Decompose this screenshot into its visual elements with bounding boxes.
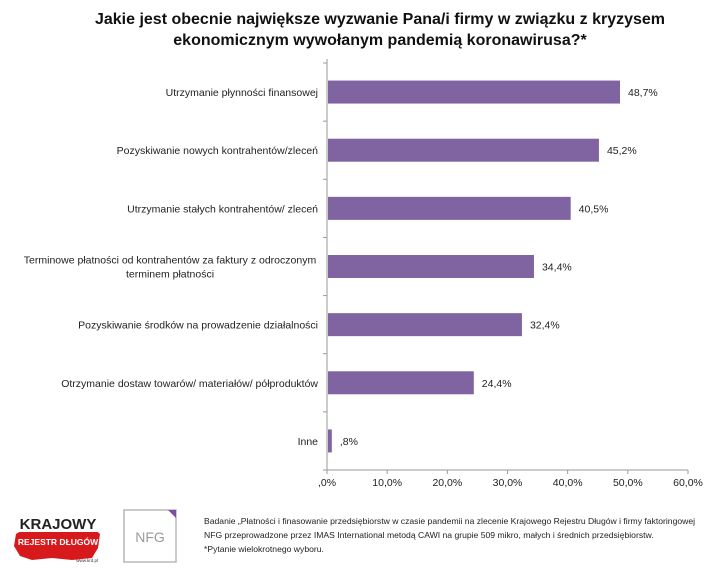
- bar: [328, 80, 621, 104]
- krd-logo-word-1: KRAJOWY: [20, 516, 97, 533]
- x-tick-label: 40,0%: [553, 477, 583, 489]
- data-label: 32,4%: [530, 320, 560, 332]
- category-label: Inne: [298, 436, 319, 448]
- category-label: terminem płatności: [126, 269, 214, 281]
- nfg-logo-accent: [168, 510, 176, 518]
- bar-chart: ,0% 10,0% 20,0% 30,0% 40,0% 50,0% 60,0% Utrzyma…: [24, 59, 703, 489]
- data-label: 45,2%: [607, 145, 637, 157]
- data-label: 40,5%: [579, 203, 609, 215]
- bar: [328, 371, 474, 395]
- category-label: Utrzymanie płynności finansowej: [166, 87, 318, 99]
- x-tick-label: 10,0%: [372, 477, 402, 489]
- category-label: Pozyskiwanie nowych kontrahentów/zleceń: [117, 145, 319, 157]
- chart-title: Jakie jest obecnie największe wyzwanie P…: [60, 9, 700, 51]
- krd-logo-top-band: [12, 516, 104, 532]
- source-note-line-3: *Pytanie wielokrotnego wyboru.: [204, 544, 324, 554]
- nfg-logo: NFG: [123, 509, 177, 563]
- x-tick-label: ,0%: [318, 477, 336, 489]
- bar: [328, 313, 522, 337]
- chart-title-line-1: Jakie jest obecnie największe wyzwanie P…: [94, 11, 666, 28]
- krd-logo-word-2: REJESTR DŁUGÓW: [18, 536, 99, 547]
- category-label: Pozyskiwanie środków na prowadzenie dzia…: [78, 320, 318, 332]
- krd-logo-map-shape: [14, 526, 100, 560]
- category-label: Utrzymanie stałych kontrahentów/ zleceń: [127, 203, 318, 215]
- source-note-line-1: Badanie „Płatności i finasowanie przedsi…: [204, 516, 696, 526]
- data-label: 48,7%: [628, 87, 658, 99]
- bar: [328, 429, 332, 453]
- category-label: Otrzymanie dostaw towarów/ materiałów/ p…: [61, 378, 318, 390]
- data-label: ,8%: [340, 436, 358, 448]
- x-tick-label: 20,0%: [432, 477, 462, 489]
- x-tick-label: 30,0%: [493, 477, 523, 489]
- krd-logo-url: www.krd.pl: [76, 558, 98, 563]
- nfg-logo-text: NFG: [135, 529, 165, 545]
- data-label: 24,4%: [482, 378, 512, 390]
- source-note-line-2: NFG przeprowadzone przez IMAS Internatio…: [204, 530, 654, 540]
- x-tick-label: 60,0%: [673, 477, 703, 489]
- source-note: Badanie „Płatności i finasowanie przedsi…: [204, 514, 712, 556]
- krd-logo: KRAJOWY REJESTR DŁUGÓW www.krd.pl: [12, 516, 104, 563]
- x-tick-label: 50,0%: [613, 477, 643, 489]
- bar: [328, 138, 599, 162]
- category-label: Terminowe płatności od kontrahentów za f…: [24, 255, 317, 267]
- nfg-logo-frame: [123, 509, 177, 563]
- chart-title-line-2: ekonomicznym wywołanym pandemią koronawi…: [173, 32, 587, 49]
- data-label: 34,4%: [542, 262, 572, 274]
- bar: [328, 196, 571, 220]
- bar: [328, 255, 534, 278]
